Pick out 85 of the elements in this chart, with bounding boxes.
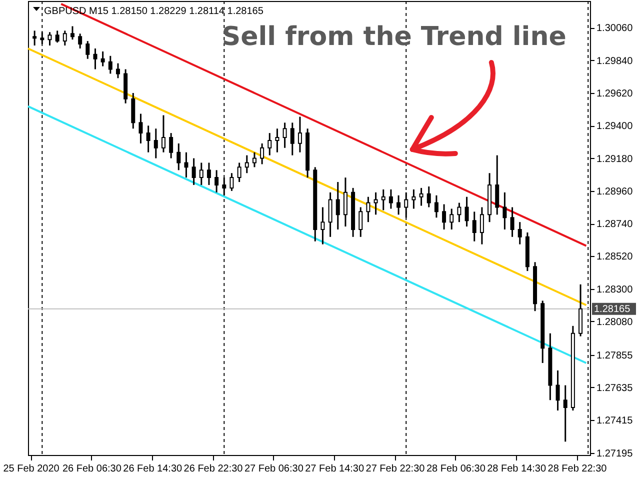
candlestick [244, 154, 249, 174]
candlestick [62, 30, 67, 46]
y-tick-label: 1.28300 [596, 284, 634, 296]
candlestick [48, 31, 52, 46]
y-tick-label: 1.29840 [596, 56, 634, 67]
candlestick [457, 202, 462, 223]
candlestick [419, 187, 424, 206]
candlestick [556, 370, 560, 412]
candlestick [116, 62, 120, 79]
candlestick [131, 92, 136, 130]
candlestick [176, 142, 181, 171]
candlestick [146, 124, 150, 154]
x-tick-label: 28 Feb 06:30 [426, 464, 486, 474]
candlestick [320, 206, 325, 246]
candlestick [434, 194, 438, 218]
y-tick-label: 1.28740 [596, 219, 634, 230]
x-tick-label: 26 Feb 14:30 [123, 464, 183, 474]
candlestick [32, 30, 37, 46]
y-tick-label: 1.27195 [596, 448, 634, 460]
candlestick [388, 188, 393, 210]
ref-line-label: 1.28165 [594, 304, 631, 315]
candlestick [206, 162, 211, 186]
candlestick [450, 208, 454, 230]
x-tick-label: 26 Feb 06:30 [62, 464, 122, 474]
candlestick [328, 192, 332, 238]
y-tick-label: 1.28960 [596, 186, 634, 198]
candlestick [169, 132, 174, 160]
candlestick [252, 152, 256, 168]
candlestick [237, 162, 242, 183]
candlestick [214, 169, 219, 194]
candlestick [396, 194, 401, 216]
candlestick [184, 152, 188, 178]
candlestick [260, 142, 264, 165]
candlestick [192, 158, 196, 186]
candlestick [199, 162, 204, 186]
y-tick-label: 1.29400 [596, 121, 634, 132]
candlestick [381, 188, 386, 211]
candlestick [426, 186, 431, 208]
x-tick-label: 28 Feb 14:30 [487, 464, 546, 474]
candlestick [70, 25, 74, 40]
candlestick [161, 114, 166, 154]
x-tick-label: 26 Feb 22:30 [184, 464, 244, 474]
candlestick [86, 40, 90, 60]
candlestick [290, 122, 294, 156]
candlestick [336, 181, 340, 230]
candlestick [374, 192, 378, 216]
candlestick [442, 204, 446, 230]
candlestick [563, 384, 568, 442]
candlestick [275, 128, 280, 154]
y-tick-label: 1.28520 [596, 252, 634, 263]
y-tick-label: 1.27415 [596, 416, 634, 427]
candlestick [138, 113, 143, 144]
candlestick [78, 32, 82, 50]
x-tick-label: 25 Feb 2020 [3, 464, 60, 474]
candlestick [108, 55, 112, 74]
candlestick [282, 122, 287, 149]
candlestick [358, 206, 363, 238]
candlestick [55, 30, 60, 44]
candlestick [412, 188, 416, 210]
x-tick-label: 28 Feb 22:30 [548, 464, 608, 474]
candlestick [480, 206, 484, 246]
candlestick [472, 210, 476, 242]
candlestick [518, 221, 522, 246]
candlestick [502, 192, 507, 230]
y-tick-label: 1.29620 [596, 88, 634, 100]
candlestick [230, 172, 234, 192]
candlestick [298, 116, 302, 154]
y-tick-label: 1.27635 [596, 382, 634, 394]
candlestick [495, 154, 500, 216]
x-tick-label: 27 Feb 06:30 [244, 464, 304, 474]
y-tick-label: 1.28080 [596, 316, 634, 328]
candlestick [268, 132, 272, 156]
candlestick [343, 176, 348, 228]
candlestick [93, 48, 98, 70]
candlestick [154, 128, 158, 160]
candlestick [464, 196, 469, 228]
x-tick-label: 27 Feb 14:30 [305, 464, 364, 474]
candlestick [366, 196, 370, 223]
y-tick-label: 1.30060 [596, 23, 634, 34]
candlestick [100, 50, 105, 68]
y-tick-label: 1.29180 [596, 154, 634, 165]
y-tick-label: 1.27855 [596, 350, 634, 362]
annotation: Sell from the Trend line [222, 22, 566, 52]
candlestick [510, 206, 514, 238]
x-tick-label: 27 Feb 22:30 [366, 464, 426, 474]
